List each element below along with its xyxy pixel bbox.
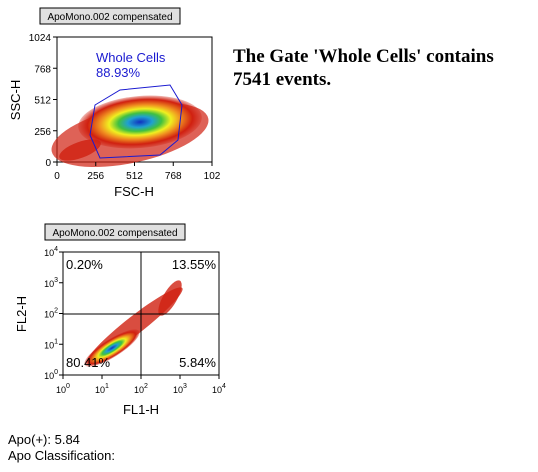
- quadrant-label: 0.20%: [66, 257, 103, 272]
- tick-label: 104: [212, 383, 226, 395]
- message: The Gate 'Whole Cells' contains 7541 eve…: [233, 46, 494, 90]
- x-axis-label: FSC-H: [114, 184, 154, 199]
- tick-base: 10: [56, 385, 66, 395]
- tick-exp: 2: [54, 308, 58, 315]
- tick-exp: 4: [222, 383, 226, 390]
- header: ApoMono.002 compensated: [52, 228, 177, 239]
- tick-exp: 3: [54, 277, 58, 284]
- quadrant-label: 5.84%: [179, 355, 216, 370]
- tick-label: 103: [44, 277, 58, 289]
- y-axis-label: SSC-H: [8, 80, 23, 120]
- tick-label: 104: [44, 246, 58, 258]
- quadrant-label: 80.41%: [66, 355, 111, 370]
- header-box: [39, 7, 181, 25]
- tick-label: 100: [44, 369, 58, 381]
- tick-exp: 0: [54, 369, 58, 376]
- tick-exp: 1: [54, 338, 58, 345]
- tick-base: 10: [44, 340, 54, 350]
- tick-label: 103: [173, 383, 187, 395]
- tick-base: 10: [95, 385, 105, 395]
- quadrant-label: 13.55%: [172, 257, 217, 272]
- x-tick-label: 102: [204, 171, 221, 182]
- tick-base: 10: [44, 248, 54, 258]
- header-box: [44, 223, 186, 241]
- y-tick-label: 1024: [29, 33, 52, 44]
- tick-base: 10: [134, 385, 144, 395]
- x-tick-label: 0: [54, 171, 60, 182]
- density: [51, 95, 209, 168]
- x-tick-label: 512: [126, 171, 143, 182]
- tick-exp: 1: [105, 383, 109, 390]
- tick-base: 10: [44, 371, 54, 381]
- y-tick-label: 512: [34, 96, 51, 107]
- header: ApoMono.002 compensated: [47, 12, 172, 23]
- tick-label: 101: [44, 338, 58, 350]
- tick-label: 100: [56, 383, 70, 395]
- tick-exp: 2: [144, 383, 148, 390]
- tick-label: 101: [95, 383, 109, 395]
- tick-base: 10: [212, 385, 222, 395]
- x-tick-label: 768: [165, 171, 182, 182]
- x-tick-label: 256: [87, 171, 104, 182]
- y-axis-label: FL2-H: [14, 296, 29, 332]
- tick-base: 10: [173, 385, 183, 395]
- x-axis-label: FL1-H: [123, 402, 159, 417]
- y-tick-label: 256: [34, 127, 51, 138]
- gate: [89, 84, 183, 159]
- tick-label: 102: [134, 383, 148, 395]
- gate-name: Whole Cells: [96, 50, 166, 65]
- tick-exp: 0: [66, 383, 70, 390]
- tick-label: 102: [44, 308, 58, 320]
- tick-base: 10: [44, 279, 54, 289]
- y-tick-label: 0: [45, 158, 51, 169]
- gate-percent: 88.93%: [96, 65, 141, 80]
- stat: Apo Classification:: [8, 448, 115, 463]
- y-tick-label: 768: [34, 64, 51, 75]
- tick-exp: 3: [183, 383, 187, 390]
- tick-base: 10: [44, 310, 54, 320]
- density: [84, 280, 183, 367]
- stat: Apo(+): 5.84: [8, 432, 80, 447]
- tick-exp: 4: [54, 246, 58, 253]
